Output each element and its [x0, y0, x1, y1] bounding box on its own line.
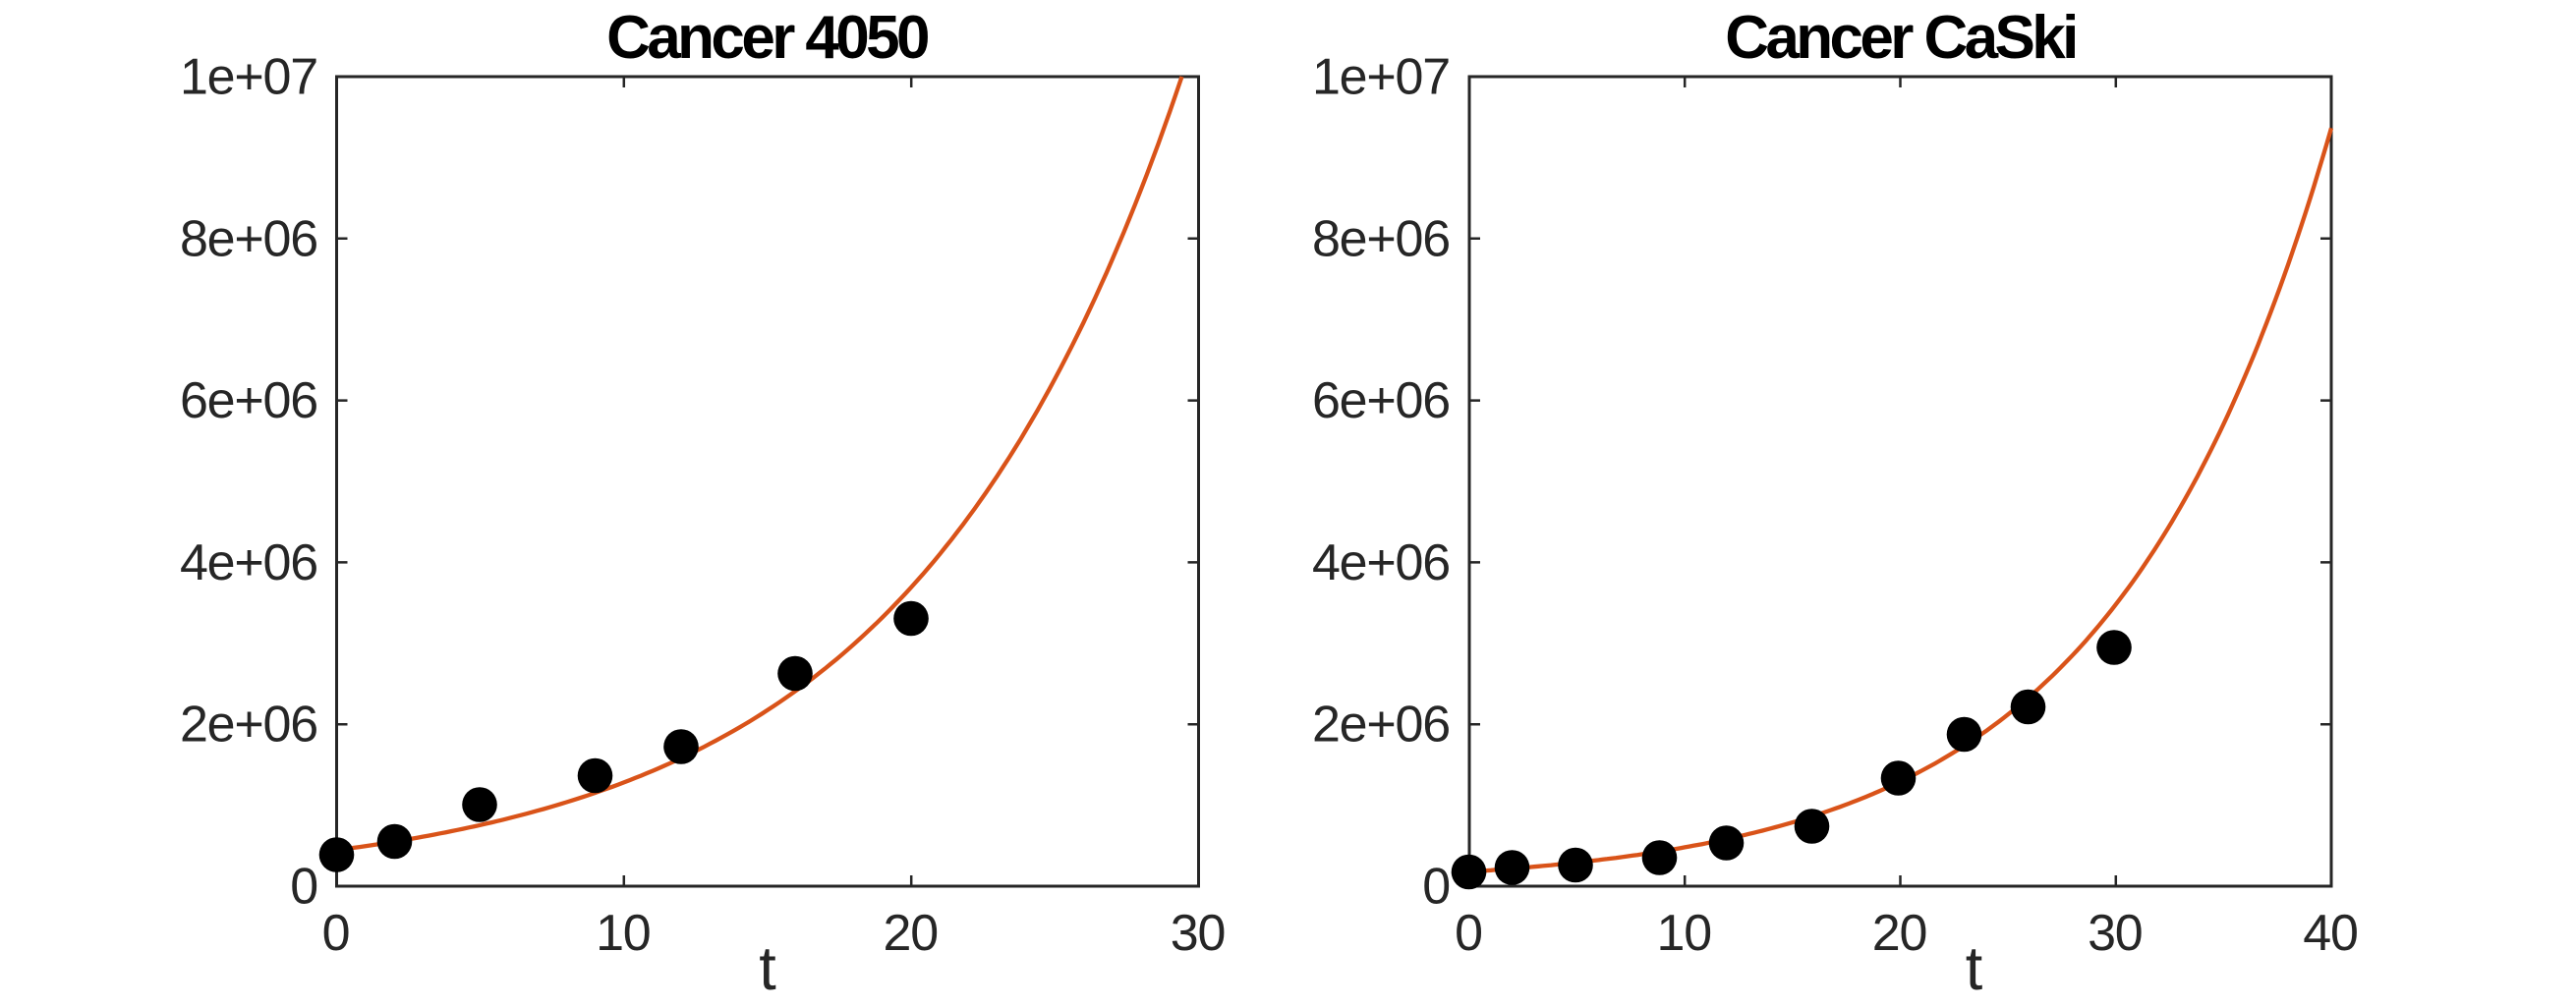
svg-text:2e+06: 2e+06: [180, 697, 317, 754]
svg-text:Cancer 4050: Cancer 4050: [606, 4, 928, 72]
svg-text:8e+06: 8e+06: [180, 210, 317, 267]
svg-text:6e+06: 6e+06: [1312, 372, 1450, 429]
svg-text:1e+07: 1e+07: [1312, 49, 1450, 106]
svg-text:4e+06: 4e+06: [1312, 534, 1450, 591]
svg-text:0: 0: [1422, 859, 1450, 916]
svg-text:6e+06: 6e+06: [180, 372, 317, 429]
svg-text:t: t: [759, 934, 776, 1003]
svg-text:0: 0: [290, 859, 317, 916]
svg-text:Cancer CaSki: Cancer CaSki: [1725, 4, 2076, 72]
svg-text:4e+06: 4e+06: [180, 534, 317, 591]
svg-text:40: 40: [2303, 905, 2357, 962]
svg-text:0: 0: [1455, 905, 1482, 962]
svg-text:30: 30: [2088, 905, 2142, 962]
svg-text:10: 10: [1656, 905, 1710, 962]
svg-text:8e+06: 8e+06: [1312, 210, 1450, 267]
svg-text:30: 30: [1171, 905, 1225, 962]
svg-text:t: t: [1966, 934, 1983, 1003]
svg-text:2e+06: 2e+06: [1312, 697, 1450, 754]
svg-text:1e+07: 1e+07: [180, 49, 317, 106]
svg-text:20: 20: [883, 905, 937, 962]
svg-text:0: 0: [322, 905, 350, 962]
svg-text:10: 10: [596, 905, 650, 962]
svg-text:20: 20: [1872, 905, 1926, 962]
